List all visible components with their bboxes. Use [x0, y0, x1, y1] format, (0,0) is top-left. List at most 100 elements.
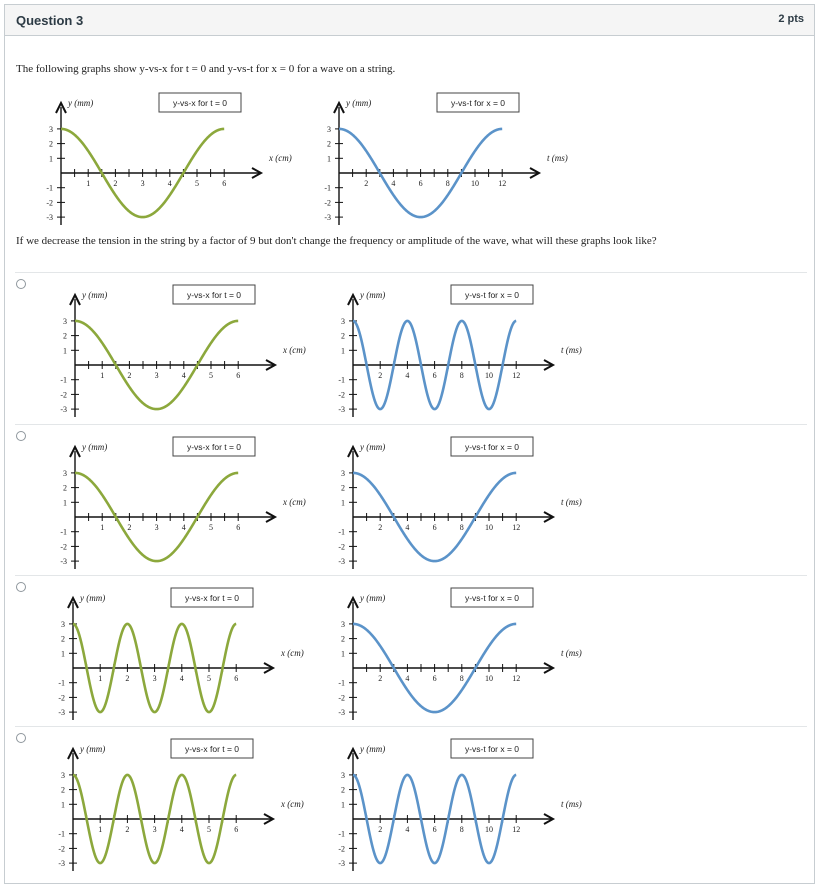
y-axis-label: y (mm): [79, 593, 105, 603]
y-tick-label: 3: [341, 317, 345, 326]
y-tick-label: -1: [338, 528, 345, 537]
y-tick-label: 1: [63, 498, 67, 507]
option-4-graph-y-vs-x: 3 2 1 -1 -2 -3 1 2 3 4 5 6 y (mm) x (cm) y-vs-x for t …: [58, 738, 304, 871]
y-tick-label: 3: [63, 469, 67, 478]
t-axis-label: t (ms): [547, 153, 568, 163]
x-tick-label: 10: [485, 825, 493, 834]
answer-option-1-radio[interactable]: [16, 279, 26, 289]
x-axis-arrow: [265, 359, 278, 371]
y-tick-label: -3: [60, 557, 67, 566]
y-tick-label: 2: [63, 332, 67, 341]
x-tick-label: 2: [378, 674, 382, 683]
x-tick-label: 6: [433, 371, 437, 380]
y-tick-label: 1: [61, 800, 65, 809]
option-2-graph-y-vs-x: 3 2 1 -1 -2 -3 1 2 3 4 5 6 y (mm) x (cm) y-vs-x for t …: [60, 436, 306, 569]
question-prompt: The following graphs show y-vs-x for t =…: [16, 63, 396, 75]
y-tick-label: 3: [341, 771, 345, 780]
x-tick-label: 12: [498, 179, 506, 188]
divider: [15, 726, 807, 727]
x-tick-label: 8: [446, 179, 450, 188]
answer-option-4-radio[interactable]: [16, 733, 26, 743]
y-axis-arrow: [67, 595, 79, 609]
x-tick-label: 4: [168, 179, 172, 188]
wave-curve-y-vs-t: [352, 319, 517, 411]
x-tick-label: 8: [460, 825, 464, 834]
t-axis-label: t (ms): [561, 497, 582, 507]
wave-curve-y-vs-x: [72, 622, 237, 714]
graph-title: y-vs-x for t = 0: [173, 98, 227, 108]
y-axis-label: y (mm): [359, 744, 385, 754]
y-tick-label: 2: [341, 786, 345, 795]
x-tick-label: 2: [378, 523, 382, 532]
y-tick-label: -3: [338, 859, 345, 868]
x-tick-label: 5: [209, 523, 213, 532]
x-axis-arrow: [543, 662, 556, 674]
y-tick-label: 3: [61, 620, 65, 629]
x-tick-label: 1: [98, 674, 102, 683]
x-axis-label: x (cm): [282, 345, 306, 355]
answer-option-2-radio[interactable]: [16, 431, 26, 441]
y-tick-label: -1: [60, 376, 67, 385]
y-tick-label: 3: [341, 469, 345, 478]
graph-title: y-vs-x for t = 0: [187, 290, 241, 300]
option-3-graph-y-vs-t: 3 2 1 -1 -2 -3 2 4 6 8 10 12 y (mm) t (ms) y-vs-t for …: [338, 587, 582, 720]
x-tick-label: 2: [127, 371, 131, 380]
x-tick-label: 4: [180, 674, 184, 683]
graph-title-box: [158, 92, 242, 113]
y-axis-label: y (mm): [81, 290, 107, 300]
x-axis-label: x (cm): [280, 799, 304, 809]
y-tick-label: 2: [63, 484, 67, 493]
x-tick-label: 4: [405, 371, 409, 380]
x-tick-label: 6: [222, 179, 226, 188]
question-card: Question 3 2 pts The following graphs sh…: [4, 4, 815, 884]
prompt-graph-y-vs-t: 3 2 1 -1 -2 -3 2 4 6 8 10 12 y (mm) t (ms) y-vs-t for …: [324, 92, 568, 225]
graph-title-box: [450, 587, 534, 608]
x-tick-label: 10: [485, 674, 493, 683]
graph-title: y-vs-x for t = 0: [185, 744, 239, 754]
y-tick-label: -3: [338, 708, 345, 717]
x-tick-label: 4: [182, 523, 186, 532]
y-tick-label: 3: [49, 125, 53, 134]
question-points: 2 pts: [778, 13, 804, 25]
x-tick-label: 3: [153, 825, 157, 834]
y-tick-label: -3: [46, 213, 53, 222]
x-axis-arrow: [543, 511, 556, 523]
x-axis-arrow: [263, 813, 276, 825]
wave-curve-y-vs-x: [74, 471, 239, 563]
graph-title-box: [450, 738, 534, 759]
option-3-graph-y-vs-x: 3 2 1 -1 -2 -3 1 2 3 4 5 6 y (mm) x (cm) y-vs-x for t …: [58, 587, 304, 720]
x-tick-label: 5: [207, 825, 211, 834]
y-axis-arrow: [347, 746, 359, 760]
prompt-graph-y-vs-x: 3 2 1 -1 -2 -3 1 2 3 4 5 6 y (mm) x (cm) y-vs-x for t …: [46, 92, 292, 225]
x-tick-label: 5: [209, 371, 213, 380]
y-tick-label: -1: [60, 528, 67, 537]
question-title: Question 3: [16, 13, 84, 28]
x-tick-label: 2: [113, 179, 117, 188]
x-tick-label: 6: [234, 674, 238, 683]
answer-option-3-radio[interactable]: [16, 582, 26, 592]
x-axis-arrow: [263, 662, 276, 674]
x-tick-label: 10: [485, 523, 493, 532]
x-tick-label: 8: [460, 674, 464, 683]
y-tick-label: -3: [338, 557, 345, 566]
graph-title: y-vs-t for x = 0: [451, 98, 505, 108]
x-tick-label: 2: [378, 371, 382, 380]
y-tick-label: 1: [341, 346, 345, 355]
x-tick-label: 2: [125, 825, 129, 834]
x-tick-label: 2: [364, 179, 368, 188]
y-axis-label: y (mm): [345, 98, 371, 108]
x-tick-label: 4: [391, 179, 395, 188]
y-tick-label: -2: [46, 198, 53, 207]
y-tick-label: -1: [324, 184, 331, 193]
x-tick-label: 2: [125, 674, 129, 683]
x-tick-label: 1: [100, 371, 104, 380]
option-1-graph-y-vs-x: 3 2 1 -1 -2 -3 1 2 3 4 5 6 y (mm) x (cm) y-vs-x for t …: [60, 284, 306, 417]
y-axis-label: y (mm): [359, 290, 385, 300]
y-tick-label: -2: [338, 693, 345, 702]
y-tick-label: 3: [63, 317, 67, 326]
y-tick-label: -2: [324, 198, 331, 207]
y-tick-label: -1: [46, 184, 53, 193]
y-tick-label: -3: [338, 405, 345, 414]
graph-title-box: [170, 738, 254, 759]
x-tick-label: 6: [234, 825, 238, 834]
